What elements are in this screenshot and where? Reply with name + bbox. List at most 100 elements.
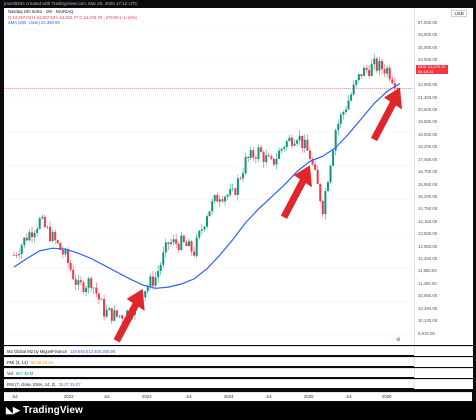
candle-body <box>198 230 201 238</box>
candle-body <box>244 156 247 174</box>
candle-body <box>342 112 345 115</box>
candle-body <box>303 139 306 148</box>
price-tick: 10,130.00 <box>418 318 438 324</box>
candle-body <box>187 241 190 247</box>
candle-body <box>308 150 311 160</box>
candle-body <box>77 280 80 285</box>
candle-body <box>355 80 358 85</box>
time-tick: 2024 <box>224 394 234 399</box>
candle-body <box>144 291 147 298</box>
candle-body <box>159 264 162 272</box>
candle-body <box>25 237 28 241</box>
sma-legend[interactable]: SMA (200, close) 24,360.05 <box>8 20 60 26</box>
candle-body <box>46 226 49 228</box>
candle-body <box>293 143 296 146</box>
candle-body <box>344 109 347 113</box>
candle-body <box>319 184 322 201</box>
price-tick: 13,550.00 <box>418 231 438 237</box>
candle-body <box>337 123 340 131</box>
candle-body <box>61 250 64 255</box>
price-chart[interactable]: Nasdaq 100 Index · 1W · NASDAQ O 24,267.… <box>4 8 414 345</box>
pane-vol[interactable]: Vol 857.49 M <box>4 368 414 377</box>
candle-body <box>216 195 219 202</box>
chart-legend: Nasdaq 100 Index · 1W · NASDAQ O 24,267.… <box>8 9 137 26</box>
candle-body <box>257 147 260 159</box>
price-tick: 25,000.00 <box>418 44 438 50</box>
price-tick: 15,200.00 <box>418 193 438 199</box>
attribution-bar: jrosst5834 created with TradingView.com,… <box>4 1 138 6</box>
pane-rsi[interactable]: RSI (7, close, EMA, 14, 2) 35.07 35.07 <box>4 379 414 388</box>
candle-body <box>280 148 283 151</box>
price-tick: 11,450.00 <box>418 280 437 286</box>
candle-body <box>110 308 113 321</box>
price-tick: 16,700.00 <box>418 169 438 175</box>
candle-body <box>357 74 360 81</box>
candle-body <box>365 67 368 70</box>
sma-line <box>13 82 401 289</box>
brand-name: TradingView <box>23 405 83 416</box>
candle-body <box>49 226 52 242</box>
candle-body <box>185 242 188 247</box>
candle-body <box>272 158 275 165</box>
candle-body <box>118 315 121 317</box>
candle-body <box>146 286 149 292</box>
candle-body <box>329 165 332 183</box>
pane-m2[interactable]: M2 Global M2 by MiguelFinance 119,640,512… <box>4 346 414 355</box>
candle-body <box>314 164 317 170</box>
pane-pmi[interactable]: PMI (3, 14) 52.48 52.48 <box>4 357 414 366</box>
candle-body <box>82 282 85 293</box>
candle-body <box>211 201 214 212</box>
candle-body <box>72 269 75 280</box>
candle-body <box>108 308 111 310</box>
candle-body <box>190 241 193 252</box>
pane-rsi-name: RSI (7, close, EMA, 14, 2) <box>7 382 56 387</box>
price-tick: 19,000.00 <box>418 131 438 137</box>
candle-body <box>391 79 394 84</box>
candle-body <box>36 228 39 233</box>
price-tick: 18,200.00 <box>418 144 438 150</box>
annotation-arrow <box>113 288 145 343</box>
candle-body <box>18 254 21 256</box>
candle-body <box>67 249 70 263</box>
candle-body <box>169 242 172 245</box>
candle-body <box>234 188 237 195</box>
candle-body <box>386 67 389 74</box>
gear-icon[interactable]: ⚙ <box>396 337 401 343</box>
candle-body <box>296 140 299 144</box>
ohlc-values: O 24,267.04 H 24,307.53 L 24,022.77 C 24… <box>8 14 137 20</box>
candle-body <box>368 69 371 76</box>
candle-body <box>239 178 242 179</box>
candle-body <box>311 159 314 165</box>
candle-body <box>28 232 31 241</box>
pane-rsi-value: 35.07 35.07 <box>58 382 81 387</box>
price-tick: 12,950.00 <box>418 243 438 249</box>
candle-body <box>224 196 227 202</box>
candle-body <box>249 150 252 158</box>
currency-label[interactable]: USD <box>451 10 467 17</box>
pane-m2-axis <box>414 346 473 356</box>
last-price-tag: NDX 24,076.70 04:18:11 <box>416 64 448 74</box>
time-tick: 2025 <box>304 394 314 399</box>
candle-body <box>69 262 72 270</box>
price-axis[interactable]: USD 27,000.00 26,000.00 25,000.00 24,000.00… <box>414 8 473 345</box>
candle-body <box>347 100 350 110</box>
candle-body <box>164 242 167 253</box>
candle-body <box>229 189 232 195</box>
time-axis[interactable]: Jul 2022 Jul 2023 Jul 2024 Jul 2025 Jul … <box>4 392 472 401</box>
last-price-value: 24,076.70 <box>427 64 446 69</box>
candle-body <box>326 182 329 192</box>
symbol-title[interactable]: Nasdaq 100 Index · 1W · NASDAQ <box>8 9 74 14</box>
candle-body <box>206 216 208 227</box>
time-tick: Jul <box>186 394 192 399</box>
last-price-timer: 04:18:11 <box>418 68 434 74</box>
time-tick: Jul <box>346 394 352 399</box>
candle-body <box>373 58 376 65</box>
tradingview-logo[interactable]: ◣▶ TradingView <box>6 405 83 416</box>
pane-vol-value: 857.49 M <box>15 371 34 376</box>
price-tick: 22,000.00 <box>418 82 438 88</box>
candle-body <box>218 199 221 202</box>
candle-body <box>182 235 185 243</box>
footer-bar: ◣▶ TradingView <box>0 402 476 420</box>
time-tick: 2022 <box>64 394 74 399</box>
